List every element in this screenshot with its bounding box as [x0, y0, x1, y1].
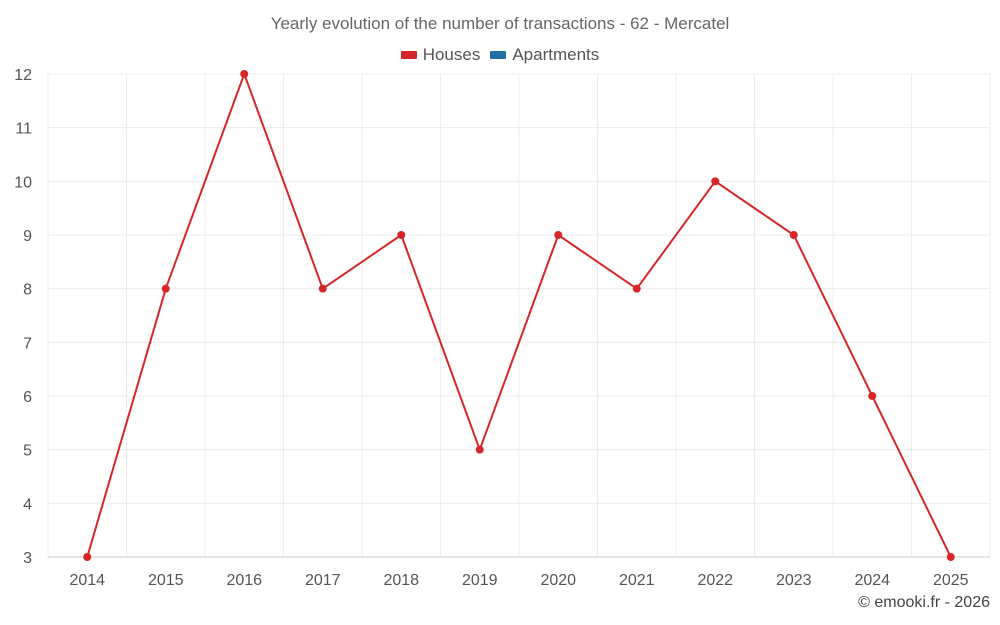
y-tick-label: 8 — [23, 282, 32, 299]
legend-item-houses[interactable]: Houses — [400, 45, 481, 65]
credit-text: © emooki.fr - 2026 — [858, 594, 990, 611]
legend-label-houses: Houses — [422, 45, 481, 64]
data-point-houses[interactable] — [240, 70, 249, 78]
x-tick-label: 2018 — [383, 572, 419, 589]
chart-title: Yearly evolution of the number of transa… — [270, 14, 730, 33]
y-tick-label: 5 — [23, 443, 32, 460]
legend-swatch-apartments — [490, 51, 507, 59]
data-point-houses[interactable] — [318, 284, 327, 293]
data-point-houses[interactable] — [632, 284, 641, 293]
x-tick-label: 2017 — [305, 572, 341, 589]
x-tick-label: 2020 — [540, 572, 576, 589]
legend-swatch-houses — [400, 51, 417, 59]
x-tick-label: 2021 — [619, 572, 655, 589]
legend-label-apartments: Apartments — [512, 45, 600, 64]
data-point-houses[interactable] — [161, 284, 170, 293]
data-point-houses[interactable] — [475, 445, 484, 454]
x-tick-label: 2014 — [69, 572, 105, 589]
legend-item-apartments[interactable]: Apartments — [490, 45, 599, 65]
x-tick-label: 2024 — [854, 572, 890, 589]
data-point-houses[interactable] — [946, 553, 955, 561]
x-tick-label: 2019 — [462, 572, 498, 589]
x-tick-label: 2022 — [697, 572, 733, 589]
x-tick-label: 2025 — [933, 572, 969, 589]
data-point-houses[interactable] — [554, 231, 563, 239]
legend: Houses Apartments — [0, 45, 1000, 65]
data-point-houses[interactable] — [711, 177, 720, 186]
data-point-houses[interactable] — [868, 392, 877, 400]
y-tick-label: 11 — [15, 121, 32, 138]
data-point-houses[interactable] — [83, 553, 92, 561]
x-tick-label: 2016 — [226, 572, 262, 589]
y-tick-label: 7 — [23, 335, 32, 352]
y-tick-label: 9 — [23, 228, 32, 245]
data-point-houses[interactable] — [397, 231, 406, 239]
data-point-houses[interactable] — [789, 231, 798, 239]
y-tick-label: 4 — [23, 496, 32, 513]
y-tick-label: 10 — [14, 174, 32, 191]
y-tick-label: 3 — [23, 550, 32, 567]
x-tick-label: 2023 — [776, 572, 812, 589]
series-line-houses — [86, 73, 952, 558]
y-tick-label: 6 — [23, 389, 32, 406]
x-tick-label: 2015 — [148, 572, 184, 589]
y-tick-label: 12 — [14, 67, 32, 84]
